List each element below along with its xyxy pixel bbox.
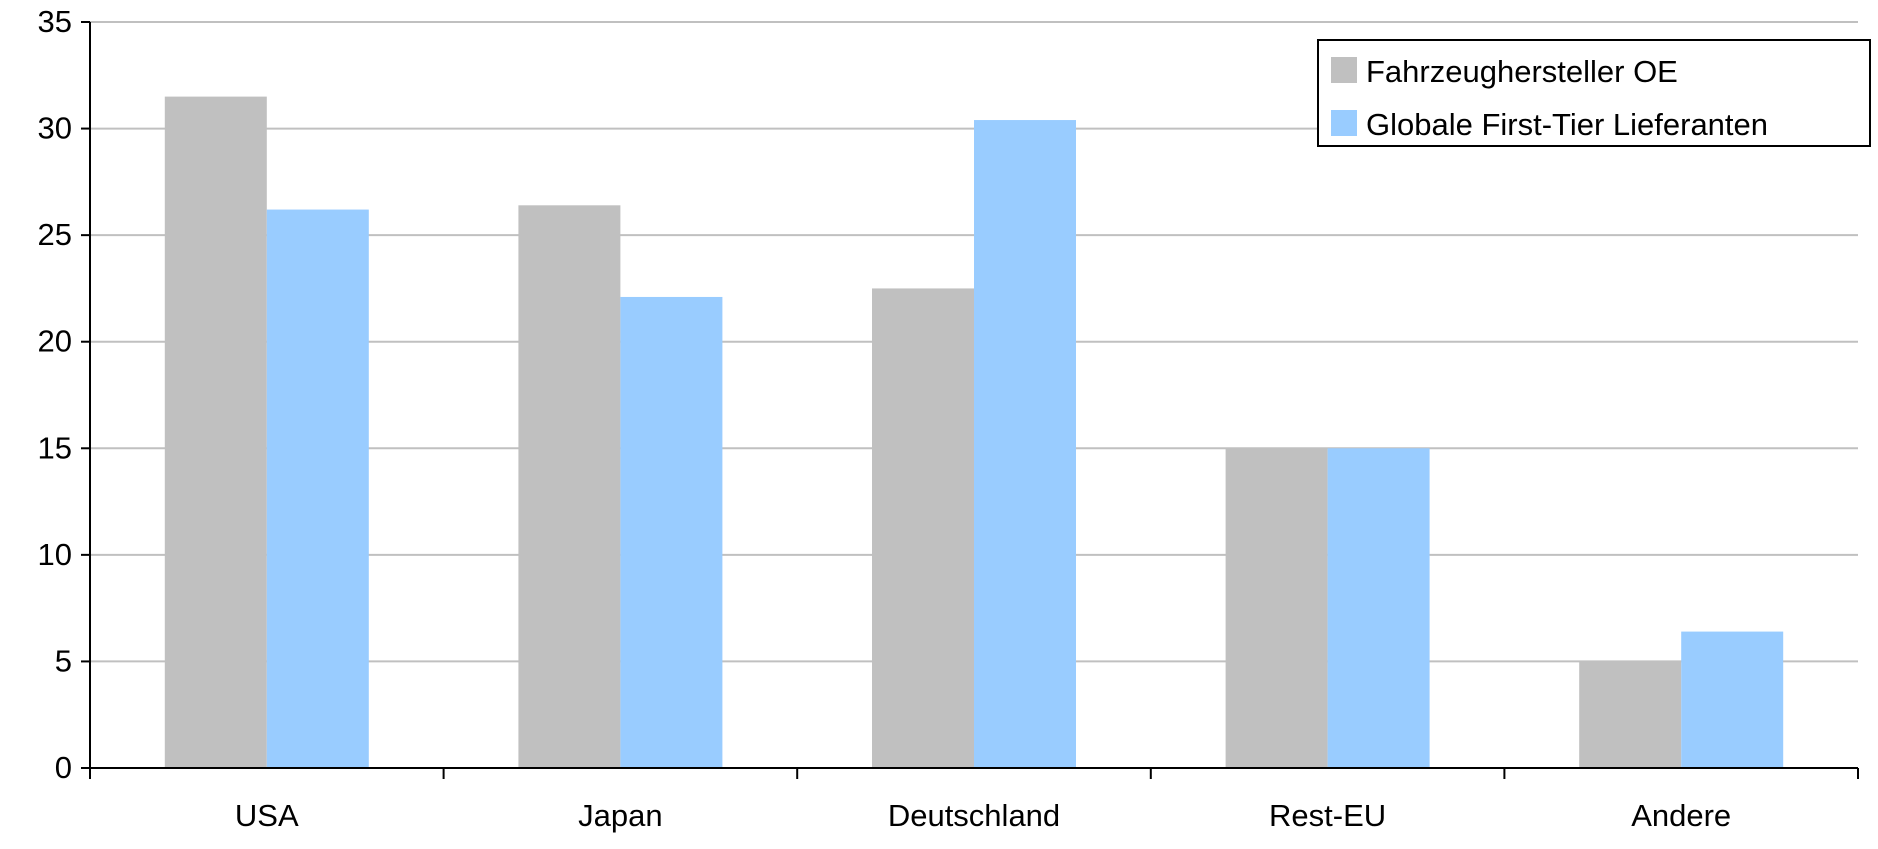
legend: Fahrzeughersteller OE Globale First-Tier … <box>1317 39 1871 147</box>
legend-label: Fahrzeughersteller OE <box>1366 54 1678 89</box>
x-tick-label: USA <box>235 798 299 833</box>
x-tick-label: Japan <box>578 798 662 833</box>
y-tick-label: 30 <box>38 111 72 146</box>
bar-japan-series-2 <box>620 296 723 768</box>
y-tick-label: 25 <box>38 217 72 252</box>
y-tick-label: 15 <box>38 430 72 465</box>
bar-deutschland-series-2 <box>974 120 1076 768</box>
bar-rest-eu-series-2 <box>1327 448 1430 768</box>
axes <box>81 21 1859 779</box>
bar-andere-series-2 <box>1681 631 1784 768</box>
y-tick-labels: 0 5 10 15 20 25 30 35 <box>38 4 72 785</box>
y-tick-label: 0 <box>55 750 72 785</box>
x-tick-labels: USA Japan Deutschland Rest-EU Andere <box>235 798 1731 833</box>
y-tick-label: 20 <box>38 324 72 359</box>
y-tick-label: 35 <box>38 4 72 39</box>
bars <box>164 96 1784 769</box>
bar-japan-series-1 <box>518 205 621 768</box>
legend-swatch <box>1331 57 1357 83</box>
y-tick-label: 5 <box>55 643 72 678</box>
x-tick-label: Rest-EU <box>1269 798 1386 833</box>
legend-box <box>1317 39 1871 147</box>
legend-swatch <box>1331 110 1357 136</box>
y-tick-label: 10 <box>38 537 72 572</box>
bar-deutschland-series-1 <box>872 288 974 768</box>
x-tick-label: Deutschland <box>888 798 1060 833</box>
bar-usa-series-2 <box>266 209 369 768</box>
bar-andere-series-1 <box>1579 661 1682 768</box>
legend-label: Globale First-Tier Lieferanten <box>1366 107 1768 142</box>
x-tick-label: Andere <box>1631 798 1731 833</box>
bar-rest-eu-series-1 <box>1225 448 1328 768</box>
bar-usa-series-1 <box>164 96 267 769</box>
